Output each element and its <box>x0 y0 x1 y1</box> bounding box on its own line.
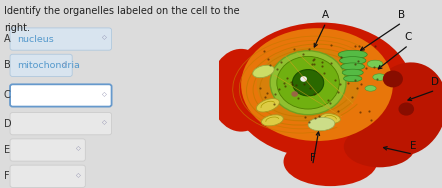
FancyBboxPatch shape <box>10 28 111 50</box>
Ellipse shape <box>342 69 363 76</box>
Ellipse shape <box>210 49 272 132</box>
Circle shape <box>383 70 403 87</box>
Text: C: C <box>405 32 412 42</box>
Text: A: A <box>4 34 10 44</box>
Ellipse shape <box>308 118 335 131</box>
Ellipse shape <box>339 57 366 64</box>
Circle shape <box>277 56 339 109</box>
Text: C: C <box>4 90 10 100</box>
Circle shape <box>293 70 324 96</box>
Ellipse shape <box>283 137 377 186</box>
FancyBboxPatch shape <box>10 165 85 187</box>
FancyBboxPatch shape <box>10 84 111 107</box>
Text: D: D <box>4 119 11 129</box>
Ellipse shape <box>338 50 367 59</box>
Ellipse shape <box>320 114 340 123</box>
Text: ◇: ◇ <box>62 62 67 67</box>
Ellipse shape <box>373 74 386 80</box>
Ellipse shape <box>256 99 279 112</box>
FancyBboxPatch shape <box>10 112 111 135</box>
Circle shape <box>300 76 307 82</box>
Ellipse shape <box>341 63 365 70</box>
Ellipse shape <box>253 65 274 78</box>
Text: nucleus: nucleus <box>17 35 53 43</box>
Circle shape <box>399 102 414 116</box>
Ellipse shape <box>366 62 442 156</box>
FancyBboxPatch shape <box>10 54 72 77</box>
Text: ◇: ◇ <box>102 120 107 125</box>
Circle shape <box>291 91 298 97</box>
Circle shape <box>270 51 346 115</box>
Text: E: E <box>410 141 416 151</box>
Text: F: F <box>4 171 9 181</box>
Text: ◇: ◇ <box>102 92 107 97</box>
Ellipse shape <box>230 23 413 158</box>
FancyBboxPatch shape <box>10 139 85 161</box>
Ellipse shape <box>367 60 383 68</box>
Text: right.: right. <box>4 23 30 33</box>
Text: E: E <box>4 145 10 155</box>
Text: A: A <box>322 10 329 20</box>
Ellipse shape <box>257 47 359 122</box>
Text: B: B <box>398 10 405 20</box>
Text: B: B <box>4 60 10 70</box>
Ellipse shape <box>262 115 283 126</box>
Ellipse shape <box>344 126 415 167</box>
Text: ◇: ◇ <box>76 173 80 178</box>
Text: ◇: ◇ <box>102 36 107 41</box>
Text: Identify the organelles labeled on the cell to the: Identify the organelles labeled on the c… <box>4 6 240 16</box>
Ellipse shape <box>343 75 362 82</box>
Text: F: F <box>309 153 316 163</box>
Ellipse shape <box>241 28 393 141</box>
Text: ◇: ◇ <box>76 146 80 152</box>
Ellipse shape <box>365 86 376 91</box>
Text: mitochondria: mitochondria <box>17 61 80 70</box>
Text: D: D <box>431 77 439 87</box>
